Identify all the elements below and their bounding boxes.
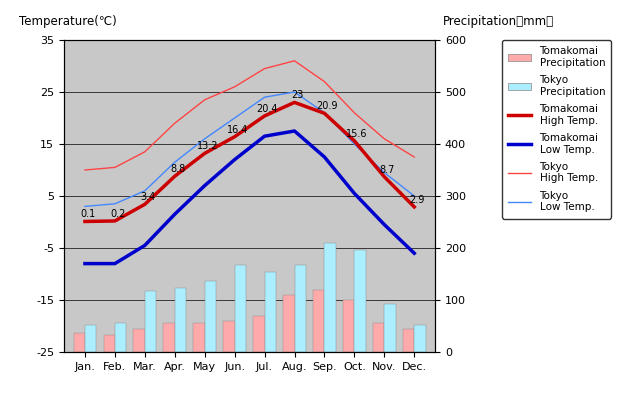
Text: 23: 23 (291, 90, 303, 100)
Bar (163, 323, 175, 352)
Bar (145, 291, 156, 352)
Text: 13.2: 13.2 (196, 141, 218, 151)
Bar (235, 265, 246, 352)
Bar (384, 304, 396, 352)
Text: 8.8: 8.8 (170, 164, 185, 174)
Text: 15.6: 15.6 (346, 129, 368, 139)
Bar (134, 329, 145, 352)
Text: 3.4: 3.4 (140, 192, 156, 202)
Bar (264, 272, 276, 352)
Text: 16.4: 16.4 (227, 124, 248, 134)
Text: 0.1: 0.1 (80, 209, 95, 219)
Bar (313, 290, 324, 352)
Text: Precipitation（mm）: Precipitation（mm） (443, 14, 554, 28)
Bar (175, 288, 186, 352)
Text: 20.4: 20.4 (257, 104, 278, 114)
Bar (294, 265, 306, 352)
Bar (414, 326, 426, 352)
Bar (104, 335, 115, 352)
Bar (74, 333, 85, 352)
Text: Temperature(℃): Temperature(℃) (19, 14, 117, 28)
Legend: Tomakomai
Precipitation, Tokyo
Precipitation, Tomakomai
High Temp., Tomakomai
Lo: Tomakomai Precipitation, Tokyo Precipita… (502, 40, 611, 218)
Bar (205, 281, 216, 352)
Text: 20.9: 20.9 (316, 101, 338, 111)
Bar (403, 329, 414, 352)
Bar (193, 323, 205, 352)
Bar (343, 300, 355, 352)
Text: 0.2: 0.2 (110, 209, 125, 219)
Bar (115, 323, 126, 352)
Bar (283, 295, 294, 352)
Bar (373, 323, 384, 352)
Bar (253, 316, 264, 352)
Bar (223, 321, 235, 352)
Bar (324, 243, 336, 352)
Bar (85, 325, 97, 352)
Bar (355, 250, 365, 352)
Text: 2.9: 2.9 (410, 195, 425, 205)
Text: 8.7: 8.7 (380, 164, 395, 174)
